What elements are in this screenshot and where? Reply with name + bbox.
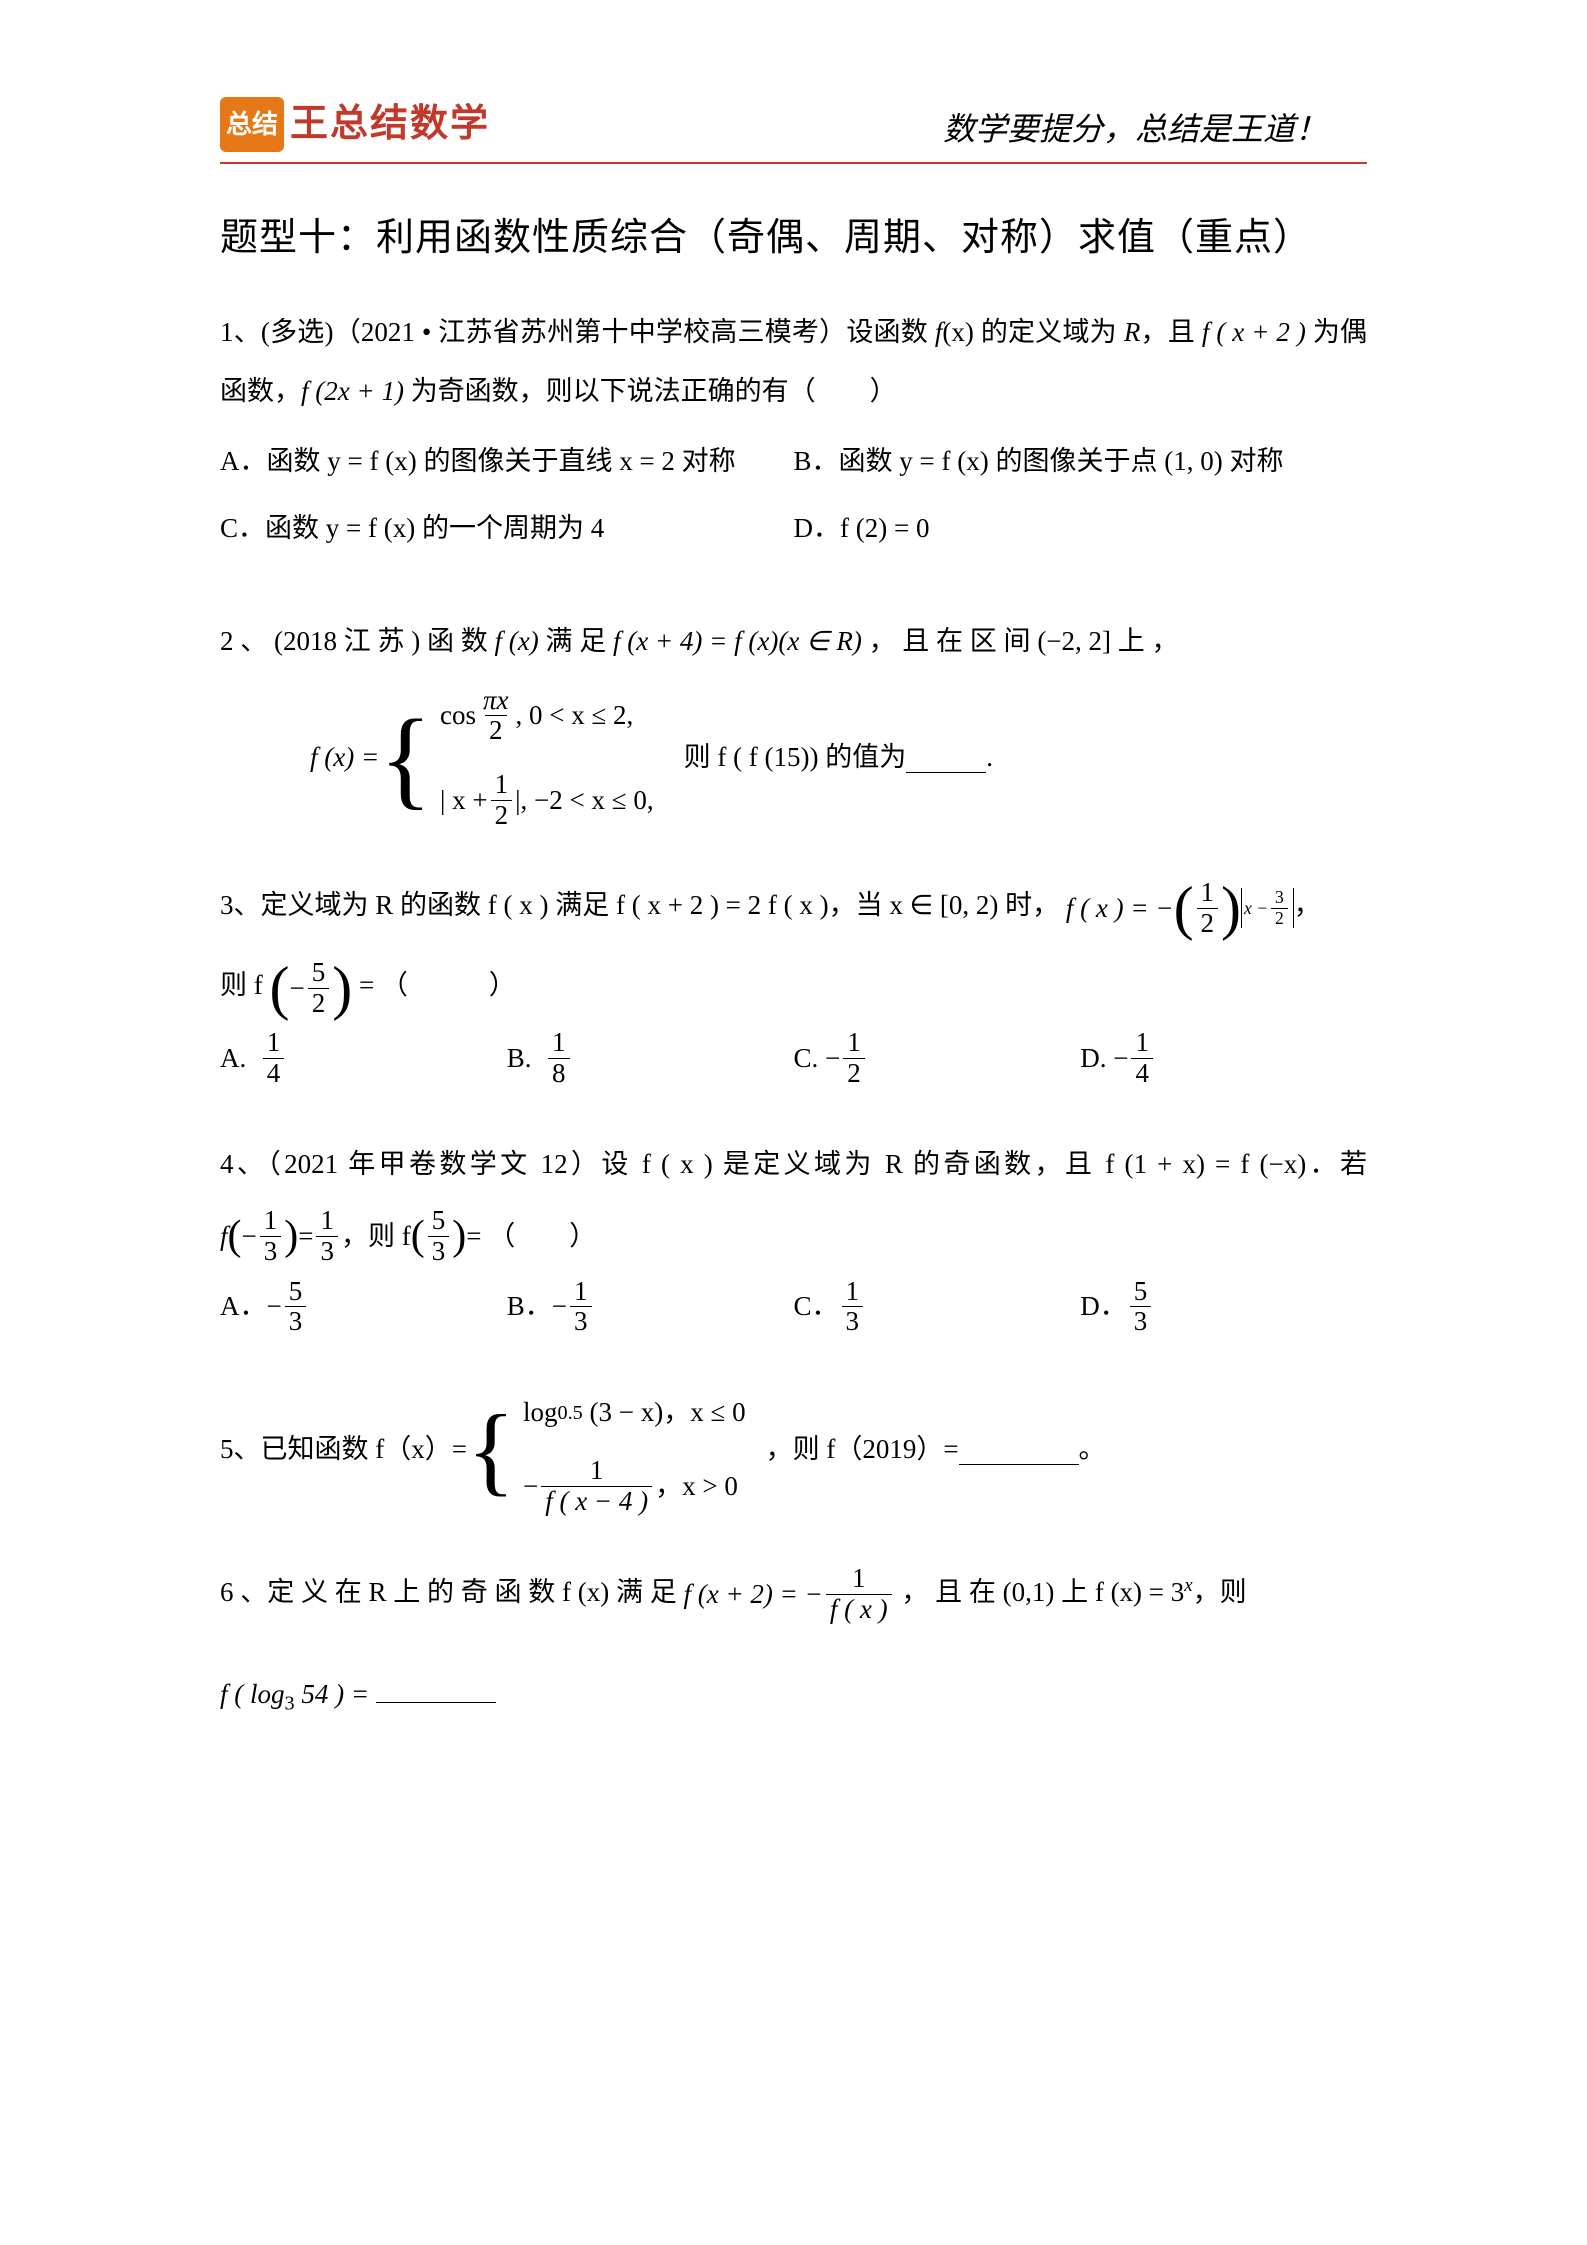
q5-blank xyxy=(959,1435,1079,1465)
q6-blank xyxy=(376,1673,496,1703)
q3-optA: A. 14 xyxy=(220,1028,507,1088)
q2-p1a: cos xyxy=(440,686,476,745)
problem-2: 2 、 (2018 江 苏 ) 函 数 f (x) 满 足 f (x + 4) … xyxy=(220,612,1367,830)
section-title: 题型十：利用函数性质综合（奇偶、周期、对称）求值（重点） xyxy=(220,204,1367,272)
q5-piece-2: − 1f ( x − 4 ) ，x > 0 xyxy=(523,1456,746,1516)
problem-5: 5、已知函数 f（x）= { log0.5 (3 − x)，x ≤ 0 − 1f… xyxy=(220,1383,1367,1517)
q5-tail: ，则 f（2019）= xyxy=(766,1420,959,1479)
q4-mid: ，则 f xyxy=(341,1207,411,1266)
q5-piece-1: log0.5 (3 − x)，x ≤ 0 xyxy=(523,1383,746,1442)
q1-optB: B．函数 y = f (x) 的图像关于点 (1, 0) 对称 xyxy=(794,432,1368,491)
logo-badge: 总结 xyxy=(220,97,284,152)
q2-p1b: , 0 < x ≤ 2, xyxy=(516,686,634,745)
problem-3: 3、定义域为 R 的函数 f ( x ) 满足 f ( x + 2 ) = 2 … xyxy=(220,876,1367,1088)
q3-stem-a: 3、定义域为 R 的函数 f ( x ) 满足 f ( x + 2 ) = 2 … xyxy=(220,890,1059,920)
q2-fx-label: f (x) = xyxy=(310,728,379,787)
q2-piece-2: | x + 12 |, −2 < x ≤ 0, xyxy=(440,770,654,830)
q3-rhs: f ( x ) = − ( 12 )x −32 xyxy=(1066,878,1294,938)
q1-R: R xyxy=(1124,317,1141,347)
q1-options: A．函数 y = f (x) 的图像关于直线 x = 2 对称 B．函数 y =… xyxy=(220,432,1367,567)
q1-optA: A．函数 y = f (x) 的图像关于直线 x = 2 对称 xyxy=(220,432,794,491)
q6-final-sub: 3 xyxy=(285,1692,295,1714)
q6-eq: f (x + 2) = − 1f ( x ) xyxy=(683,1564,894,1624)
q6-stem-b: ， 且 在 (0,1) 上 f (x) = 3 xyxy=(901,1577,1184,1607)
logo-text: 王总结数学 xyxy=(290,90,490,158)
q5-dot: 。 xyxy=(1079,1420,1106,1479)
brace-icon: { xyxy=(467,1400,515,1500)
q4-optB: B．−13 xyxy=(507,1277,794,1337)
q3-exponent: x −32 xyxy=(1241,888,1294,928)
q2-stem-a: 2 、 (2018 江 苏 ) 函 数 xyxy=(220,626,494,656)
q1-expr1: f ( x + 2 ) xyxy=(1202,317,1306,347)
q1-stem-e: 为奇函数，则以下说法正确的有（ ） xyxy=(404,376,897,406)
q3-tail-b: = （ ） xyxy=(359,970,516,1000)
q2-p2b: |, −2 < x ≤ 0, xyxy=(515,771,653,830)
q6-final-a: f ( log xyxy=(220,1679,285,1709)
q2-piece-1: cos πx2 , 0 < x ≤ 2, xyxy=(440,686,654,746)
q6-final-b: 54 ) = xyxy=(295,1679,369,1709)
brace-icon: { xyxy=(379,703,432,813)
q6-sup: x xyxy=(1184,1575,1192,1596)
q5-pieces: log0.5 (3 − x)，x ≤ 0 − 1f ( x − 4 ) ，x >… xyxy=(523,1383,746,1517)
q3-comma: ， xyxy=(1294,890,1321,920)
q4-optA: A．−53 xyxy=(220,1277,507,1337)
q1-stem-c: ，且 xyxy=(1140,317,1202,347)
q4-stem-a: 4、（2021 年甲卷数学文 12）设 f ( x ) 是定义域为 R 的奇函数… xyxy=(220,1149,1367,1179)
header-slogan: 数学要提分，总结是王道！ xyxy=(943,101,1367,159)
q2-stem-d: 上 ， xyxy=(1111,626,1179,656)
q1-stem-a: 1、(多选)（2021 • 江苏省苏州第十中学校高三模考）设函数 xyxy=(220,317,935,347)
q3-tail: 则 f (−52) = （ ） xyxy=(220,956,1367,1018)
q5-stem-a: 5、已知函数 f（x）= xyxy=(220,1420,467,1479)
q1-optC: C．函数 y = f (x) 的一个周期为 4 xyxy=(220,499,794,558)
q3-optB: B. 18 xyxy=(507,1028,794,1088)
q3-optD: D. −14 xyxy=(1080,1028,1367,1088)
q6-stem-a: 6 、定 义 在 R 上 的 奇 函 数 f (x) 满 足 xyxy=(220,1577,683,1607)
q6-stem-c: ，则 xyxy=(1193,1577,1247,1607)
q4-optC: C．13 xyxy=(794,1277,1081,1337)
q3-options: A. 14 B. 18 C. −12 D. −14 xyxy=(220,1028,1367,1088)
q2-period: . xyxy=(986,728,993,787)
problem-4: 4、（2021 年甲卷数学文 12）设 f ( x ) 是定义域为 R 的奇函数… xyxy=(220,1135,1367,1337)
q2-p2a: | x + xyxy=(440,771,488,830)
q2-tail: 则 f ( f (15)) 的值为 xyxy=(684,728,907,787)
q3-tail-a: 则 f xyxy=(220,970,263,1000)
q2-interval: (−2, 2] xyxy=(1037,626,1111,656)
page-header: 总结 王总结数学 数学要提分，总结是王道！ xyxy=(220,90,1367,164)
q2-pieces: cos πx2 , 0 < x ≤ 2, | x + 12 |, −2 < x … xyxy=(440,686,654,831)
logo: 总结 王总结数学 xyxy=(220,90,490,158)
q4-optD: D．53 xyxy=(1080,1277,1367,1337)
q2-stem-b: 满 足 xyxy=(539,626,613,656)
q4-lhs-a: f xyxy=(220,1207,228,1266)
q1-stem-b: (x) 的定义域为 xyxy=(942,317,1123,347)
q1-optD: D．f (2) = 0 xyxy=(794,499,1368,558)
q1-expr2: f (2x + 1) xyxy=(301,376,404,406)
q4-tail: = （ ） xyxy=(466,1207,596,1266)
q2-blank xyxy=(906,743,986,773)
problem-1: 1、(多选)（2021 • 江苏省苏州第十中学校高三模考）设函数 f(x) 的定… xyxy=(220,303,1367,567)
q2-stem-c: ， 且 在 区 间 xyxy=(862,626,1038,656)
q6-final: f ( log3 54 ) = xyxy=(220,1665,1367,1724)
q4-line2: f (−13) = 13 ，则 f (53) = （ ） xyxy=(220,1206,596,1266)
q3-optC: C. −12 xyxy=(794,1028,1081,1088)
problem-6: 6 、定 义 在 R 上 的 奇 函 数 f (x) 满 足 f (x + 2)… xyxy=(220,1563,1367,1724)
q2-piecewise: f (x) = { cos πx2 , 0 < x ≤ 2, | x + 12 … xyxy=(310,686,1367,831)
q2-eq: f (x + 4) = f (x)(x ∈ R) xyxy=(613,626,862,656)
q4-options: A．−53 B．−13 C．13 D．53 xyxy=(220,1277,1367,1337)
q3-rhs-a: f ( x ) = − xyxy=(1066,879,1174,938)
